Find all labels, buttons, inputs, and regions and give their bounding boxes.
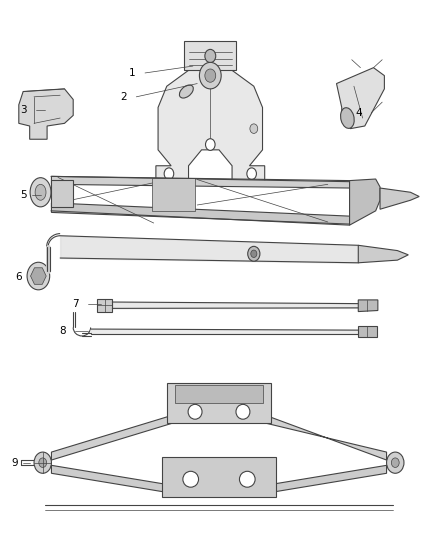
Polygon shape: [51, 176, 350, 188]
Ellipse shape: [387, 452, 404, 473]
Polygon shape: [358, 245, 408, 263]
Polygon shape: [265, 415, 387, 460]
Polygon shape: [19, 89, 73, 139]
Polygon shape: [380, 188, 419, 209]
Text: 8: 8: [59, 326, 66, 336]
Ellipse shape: [240, 471, 255, 487]
Ellipse shape: [30, 177, 51, 207]
Bar: [97, 299, 113, 312]
Polygon shape: [265, 465, 387, 494]
Ellipse shape: [205, 50, 216, 63]
Polygon shape: [336, 68, 385, 128]
Ellipse shape: [199, 62, 221, 89]
Ellipse shape: [247, 168, 256, 180]
Polygon shape: [51, 203, 350, 224]
Polygon shape: [51, 415, 173, 460]
Polygon shape: [31, 268, 46, 284]
Ellipse shape: [180, 85, 193, 98]
Ellipse shape: [205, 69, 216, 82]
Ellipse shape: [34, 452, 51, 473]
Bar: [176, 385, 262, 403]
Text: 6: 6: [15, 272, 22, 282]
Polygon shape: [358, 326, 377, 337]
Bar: [162, 457, 276, 497]
Ellipse shape: [248, 246, 260, 261]
Polygon shape: [51, 465, 173, 494]
Text: 1: 1: [129, 68, 135, 78]
Text: 3: 3: [20, 105, 26, 115]
Ellipse shape: [236, 405, 250, 419]
Polygon shape: [156, 70, 265, 182]
Ellipse shape: [205, 139, 215, 150]
Ellipse shape: [188, 405, 202, 419]
Text: 7: 7: [72, 298, 79, 309]
Bar: [51, 180, 73, 207]
Polygon shape: [350, 179, 380, 225]
Bar: [152, 178, 195, 211]
Ellipse shape: [164, 168, 174, 180]
Text: 9: 9: [11, 458, 18, 467]
Ellipse shape: [250, 124, 258, 133]
Bar: [184, 41, 237, 70]
Ellipse shape: [341, 108, 354, 128]
Text: 4: 4: [355, 108, 362, 118]
Ellipse shape: [27, 262, 49, 290]
Ellipse shape: [251, 250, 257, 257]
Ellipse shape: [391, 458, 399, 467]
Text: 2: 2: [120, 92, 127, 102]
Text: 5: 5: [20, 190, 26, 200]
Ellipse shape: [39, 458, 47, 467]
Bar: [167, 383, 271, 423]
Ellipse shape: [35, 184, 46, 200]
Polygon shape: [358, 300, 378, 312]
Ellipse shape: [183, 471, 198, 487]
